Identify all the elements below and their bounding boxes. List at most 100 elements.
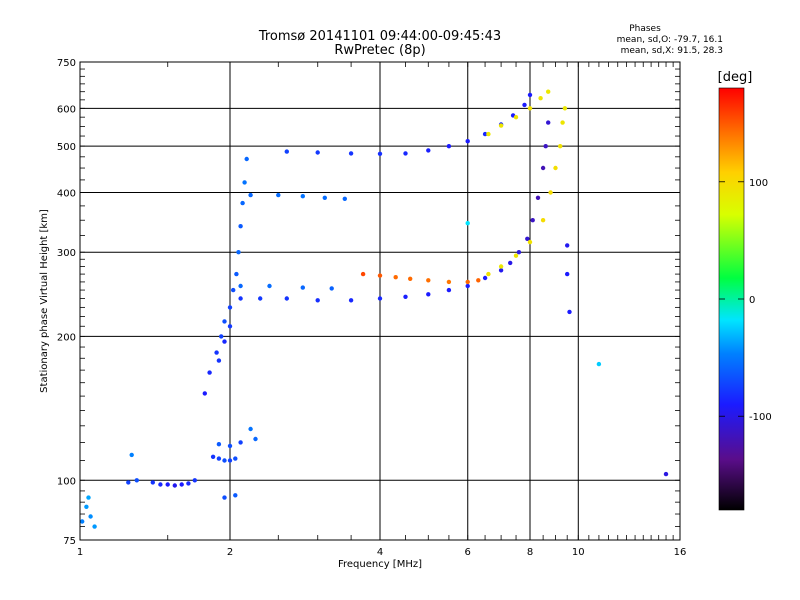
- data-point: [525, 236, 530, 241]
- x-tick-label: 10: [572, 547, 585, 558]
- data-point: [560, 120, 565, 125]
- data-point: [238, 283, 243, 289]
- data-point: [426, 292, 431, 297]
- data-point: [192, 478, 197, 483]
- data-point: [238, 224, 243, 229]
- data-point: [540, 218, 546, 223]
- data-point: [216, 442, 222, 447]
- y-tick-label: 600: [57, 104, 76, 115]
- data-point: [446, 144, 452, 149]
- data-point: [240, 200, 245, 206]
- data-point: [516, 250, 522, 255]
- data-point: [222, 495, 227, 500]
- colorbar-ticks: 100 0 -100: [719, 178, 772, 423]
- data-point: [315, 298, 320, 303]
- data-point: [513, 253, 519, 258]
- y-tick-label: 100: [57, 476, 76, 487]
- data-point: [663, 471, 669, 477]
- phase-box-x-stats: mean, sd,X: 91.5, 28.3: [621, 46, 723, 56]
- data-point: [227, 324, 233, 329]
- data-point: [567, 309, 572, 315]
- data-point: [446, 287, 452, 293]
- x-tick-label: 6: [465, 547, 471, 558]
- axis-ticks: 1 2 4 6 8 10 16 75 100 200 300 400 500 600 750: [57, 58, 686, 558]
- phase-box-o-stats: mean, sd,O: -79.7, 16.1: [617, 35, 723, 45]
- data-point: [92, 524, 97, 529]
- data-point: [236, 250, 241, 255]
- colorbar-tick-label: 100: [749, 178, 768, 189]
- data-point: [134, 478, 139, 483]
- data-point: [80, 519, 85, 524]
- data-point: [248, 426, 253, 432]
- data-point: [546, 120, 551, 125]
- data-point: [465, 283, 470, 289]
- y-tick-label: 500: [57, 142, 76, 153]
- data-point: [558, 144, 563, 149]
- data-point: [300, 285, 305, 290]
- data-point: [486, 271, 491, 277]
- data-point: [565, 243, 570, 248]
- x-tick-label: 8: [527, 547, 533, 558]
- data-point: [527, 239, 533, 245]
- x-tick-label: 4: [377, 547, 383, 558]
- y-tick-label: 750: [57, 58, 76, 69]
- data-point: [408, 276, 413, 281]
- data-point: [216, 358, 222, 363]
- data-point: [530, 218, 535, 223]
- data-point: [329, 286, 334, 291]
- data-point: [360, 271, 366, 277]
- x-tick-label: 1: [77, 547, 83, 558]
- data-point: [513, 115, 519, 120]
- data-point: [522, 102, 527, 108]
- data-point: [284, 296, 289, 301]
- data-point: [596, 361, 602, 367]
- data-point: [393, 275, 398, 280]
- data-point: [242, 180, 247, 185]
- data-point: [227, 305, 233, 310]
- data-point: [527, 106, 533, 111]
- data-point: [253, 436, 258, 442]
- data-point: [562, 106, 568, 111]
- data-point: [498, 268, 504, 273]
- data-point: [276, 192, 281, 198]
- y-tick-label: 400: [57, 188, 76, 199]
- data-point: [348, 151, 354, 156]
- data-point: [214, 350, 219, 355]
- data-point: [244, 156, 249, 162]
- y-tick-label: 300: [57, 248, 76, 259]
- y-axis-label: Stationary phase Virtual Height [km]: [39, 209, 50, 393]
- data-point: [258, 296, 263, 301]
- data-point: [216, 456, 222, 461]
- data-point: [546, 89, 551, 94]
- data-point: [540, 165, 546, 171]
- data-point: [227, 443, 233, 449]
- data-point: [482, 275, 488, 281]
- data-point: [498, 123, 504, 128]
- chart-title: Tromsø 20141101 09:44:00-09:45:43: [258, 29, 501, 44]
- data-point: [202, 391, 207, 396]
- data-point: [86, 495, 91, 500]
- data-point: [207, 370, 212, 375]
- data-point: [426, 148, 431, 153]
- data-point: [508, 260, 513, 266]
- data-point: [377, 296, 383, 301]
- data-point: [150, 480, 155, 485]
- data-point: [179, 482, 184, 487]
- data-point: [284, 149, 289, 154]
- data-point: [233, 493, 238, 498]
- data-point: [377, 151, 383, 156]
- data-point: [165, 482, 170, 487]
- data-point: [222, 339, 227, 344]
- data-point: [535, 195, 541, 200]
- data-point: [527, 92, 533, 98]
- data-point: [234, 271, 239, 277]
- x-tick-label: 2: [227, 547, 233, 558]
- data-point: [88, 514, 93, 519]
- data-point: [446, 279, 452, 285]
- data-point: [476, 278, 481, 283]
- colorbar-tick-label: -100: [749, 412, 772, 423]
- data-point: [465, 279, 470, 285]
- data-point: [543, 144, 548, 149]
- data-point: [498, 264, 504, 269]
- data-point: [238, 296, 243, 301]
